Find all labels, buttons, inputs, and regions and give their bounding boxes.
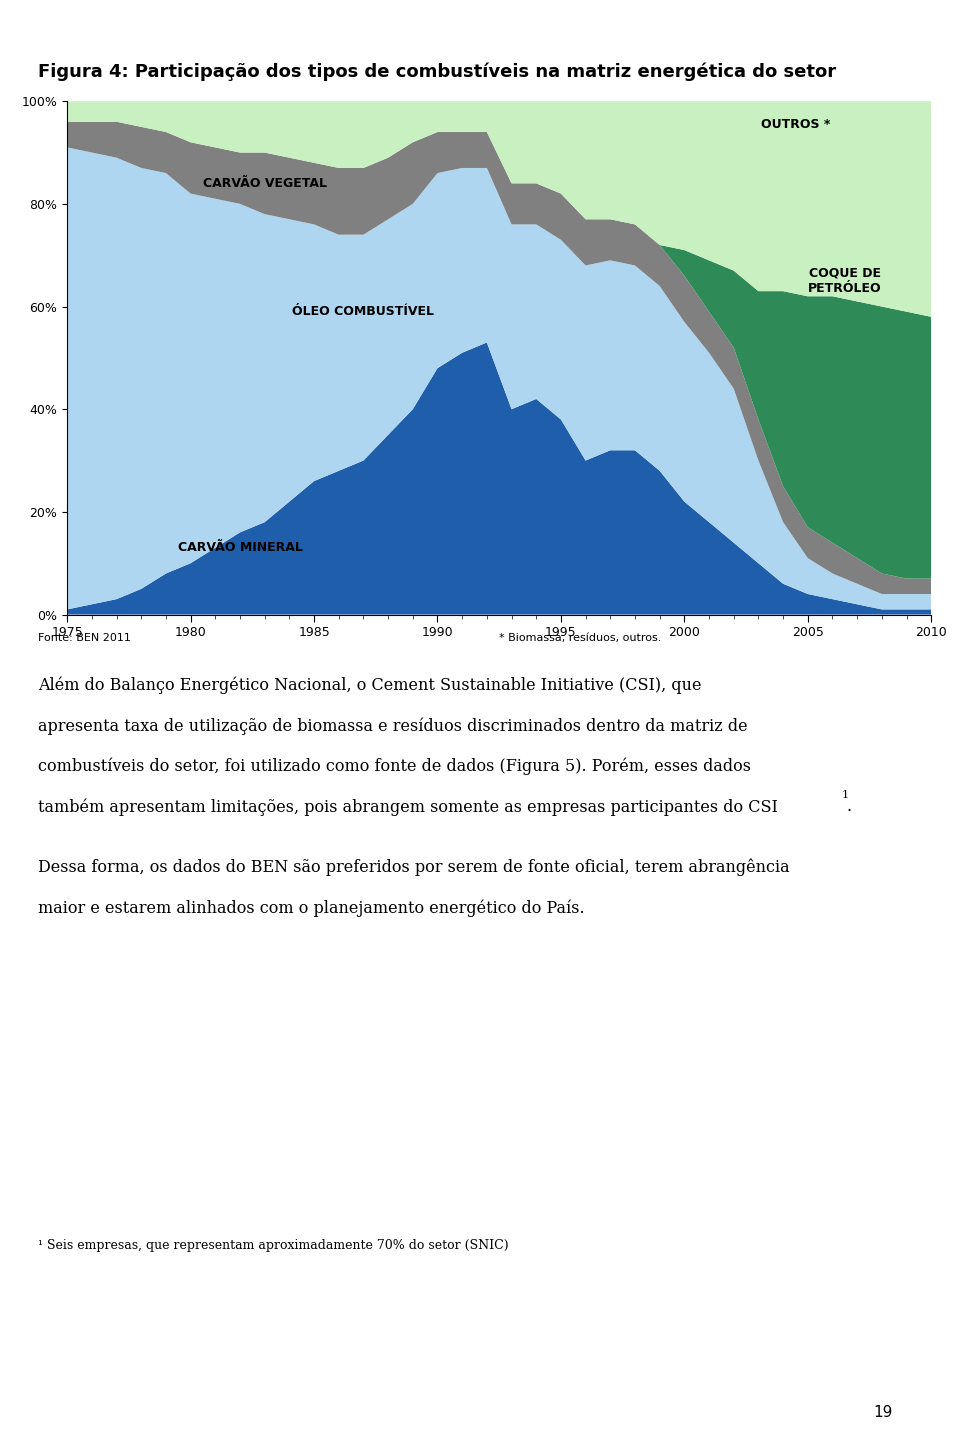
Text: COQUE DE
PETRÓLEO: COQUE DE PETRÓLEO (808, 268, 881, 295)
Text: CARVÃO MINERAL: CARVÃO MINERAL (178, 541, 302, 554)
Text: Fonte: BEN 2011: Fonte: BEN 2011 (38, 633, 132, 643)
Text: 1: 1 (842, 790, 849, 800)
Text: * Biomassa, resíduos, outros.: * Biomassa, resíduos, outros. (499, 633, 661, 643)
Text: combustíveis do setor, foi utilizado como fonte de dados (Figura 5). Porém, esse: combustíveis do setor, foi utilizado com… (38, 758, 752, 775)
Text: também apresentam limitações, pois abrangem somente as empresas participantes do: também apresentam limitações, pois abran… (38, 798, 779, 816)
Text: OUTROS *: OUTROS * (760, 117, 830, 130)
Text: CARVÃO VEGETAL: CARVÃO VEGETAL (203, 176, 326, 189)
Text: 19: 19 (874, 1406, 893, 1420)
Text: Além do Balanço Energético Nacional, o Cement Sustainable Initiative (CSI), que: Além do Balanço Energético Nacional, o C… (38, 677, 702, 694)
Text: Figura 4: Participação dos tipos de combustíveis na matriz energética do setor: Figura 4: Participação dos tipos de comb… (38, 62, 836, 81)
Text: ÓLEO COMBUSTÍVEL: ÓLEO COMBUSTÍVEL (293, 305, 435, 318)
Text: ¹ Seis empresas, que representam aproximadamente 70% do setor (SNIC): ¹ Seis empresas, que representam aproxim… (38, 1239, 509, 1252)
Text: .: . (847, 798, 852, 816)
Text: Dessa forma, os dados do BEN são preferidos por serem de fonte oficial, terem ab: Dessa forma, os dados do BEN são preferi… (38, 859, 790, 876)
Text: maior e estarem alinhados com o planejamento energético do País.: maior e estarem alinhados com o planejam… (38, 899, 585, 917)
Text: apresenta taxa de utilização de biomassa e resíduos discriminados dentro da matr: apresenta taxa de utilização de biomassa… (38, 717, 748, 735)
